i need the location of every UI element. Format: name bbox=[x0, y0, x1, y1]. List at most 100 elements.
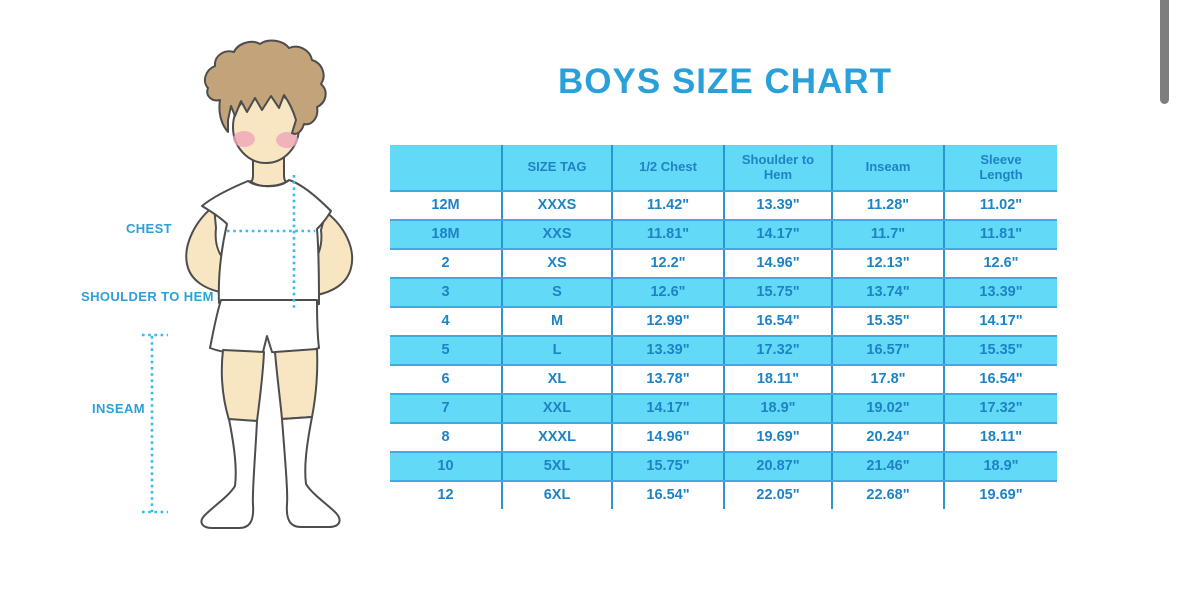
table-row: 12 6XL 16.54" 22.05" 22.68" 19.69" bbox=[390, 480, 1057, 509]
table-cell: XXXS bbox=[503, 192, 613, 219]
table-cell: 10 bbox=[390, 453, 503, 480]
shirt bbox=[201, 179, 332, 311]
header-cell: Sleeve Length bbox=[945, 145, 1057, 190]
hair bbox=[203, 39, 327, 135]
table-cell: 19.69" bbox=[725, 424, 833, 451]
table-cell: XXL bbox=[503, 395, 613, 422]
table-cell: 14.17" bbox=[613, 395, 725, 422]
table-cell: 7 bbox=[390, 395, 503, 422]
table-cell: 13.39" bbox=[945, 279, 1057, 306]
table-cell: 15.75" bbox=[725, 279, 833, 306]
scrollbar-thumb[interactable] bbox=[1160, 0, 1169, 104]
table-cell: M bbox=[503, 308, 613, 335]
table-cell: XS bbox=[503, 250, 613, 277]
table-cell: 11.81" bbox=[613, 221, 725, 248]
table-cell: 5 bbox=[390, 337, 503, 364]
header-cell bbox=[390, 145, 503, 190]
table-cell: XXS bbox=[503, 221, 613, 248]
table-cell: L bbox=[503, 337, 613, 364]
table-cell: 12.6" bbox=[945, 250, 1057, 277]
table-cell: 16.54" bbox=[945, 366, 1057, 393]
collar bbox=[249, 180, 289, 188]
table-cell: 19.02" bbox=[833, 395, 945, 422]
table-cell: 5XL bbox=[503, 453, 613, 480]
blush-left bbox=[233, 131, 255, 147]
table-row: 7 XXL 14.17" 18.9" 19.02" 17.32" bbox=[390, 393, 1057, 422]
table-cell: 22.68" bbox=[833, 482, 945, 509]
table-cell: 14.96" bbox=[613, 424, 725, 451]
header-cell: Inseam bbox=[833, 145, 945, 190]
table-cell: 20.87" bbox=[725, 453, 833, 480]
table-row: 3 S 12.6" 15.75" 13.74" 13.39" bbox=[390, 277, 1057, 306]
table-cell: 12.13" bbox=[833, 250, 945, 277]
table-cell: 11.81" bbox=[945, 221, 1057, 248]
header-cell: Shoulder to Hem bbox=[725, 145, 833, 190]
table-cell: 2 bbox=[390, 250, 503, 277]
shorts bbox=[209, 299, 320, 355]
table-cell: 13.39" bbox=[613, 337, 725, 364]
table-cell: 13.39" bbox=[725, 192, 833, 219]
table-cell: 20.24" bbox=[833, 424, 945, 451]
table-row: 12M XXXS 11.42" 13.39" 11.28" 11.02" bbox=[390, 190, 1057, 219]
shoulder-to-hem-label: SHOULDER TO HEM bbox=[81, 289, 214, 304]
table-cell: 21.46" bbox=[833, 453, 945, 480]
table-cell: 15.35" bbox=[833, 308, 945, 335]
right-sock bbox=[281, 416, 341, 528]
table-cell: 14.17" bbox=[725, 221, 833, 248]
table-cell: 17.32" bbox=[945, 395, 1057, 422]
left-leg bbox=[220, 349, 265, 422]
table-cell: 18.11" bbox=[725, 366, 833, 393]
table-cell: 18.9" bbox=[725, 395, 833, 422]
header-cell: 1/2 Chest bbox=[613, 145, 725, 190]
table-cell: 3 bbox=[390, 279, 503, 306]
table-cell: 12.99" bbox=[613, 308, 725, 335]
right-leg bbox=[274, 348, 319, 420]
table-cell: 17.8" bbox=[833, 366, 945, 393]
table-cell: 11.42" bbox=[613, 192, 725, 219]
page-title: BOYS SIZE CHART bbox=[558, 62, 892, 101]
table-cell: 18M bbox=[390, 221, 503, 248]
table-cell: 22.05" bbox=[725, 482, 833, 509]
table-cell: S bbox=[503, 279, 613, 306]
chest-label: CHEST bbox=[125, 221, 172, 236]
table-cell: 6 bbox=[390, 366, 503, 393]
table-cell: 13.74" bbox=[833, 279, 945, 306]
table-row: 2 XS 12.2" 14.96" 12.13" 12.6" bbox=[390, 248, 1057, 277]
table-cell: 12 bbox=[390, 482, 503, 509]
table-row: 8 XXXL 14.96" 19.69" 20.24" 18.11" bbox=[390, 422, 1057, 451]
table-cell: 12M bbox=[390, 192, 503, 219]
table-row: 6 XL 13.78" 18.11" 17.8" 16.54" bbox=[390, 364, 1057, 393]
table-cell: XXXL bbox=[503, 424, 613, 451]
table-cell: 16.54" bbox=[613, 482, 725, 509]
table-cell: 18.9" bbox=[945, 453, 1057, 480]
table-cell: 6XL bbox=[503, 482, 613, 509]
table-cell: 14.17" bbox=[945, 308, 1057, 335]
table-cell: 15.35" bbox=[945, 337, 1057, 364]
table-cell: 11.7" bbox=[833, 221, 945, 248]
table-cell: XL bbox=[503, 366, 613, 393]
table-row: 18M XXS 11.81" 14.17" 11.7" 11.81" bbox=[390, 219, 1057, 248]
table-row: 5 L 13.39" 17.32" 16.57" 15.35" bbox=[390, 335, 1057, 364]
table-cell: 12.2" bbox=[613, 250, 725, 277]
table-cell: 18.11" bbox=[945, 424, 1057, 451]
left-sock bbox=[200, 418, 258, 529]
table-cell: 16.57" bbox=[833, 337, 945, 364]
table-cell: 14.96" bbox=[725, 250, 833, 277]
table-cell: 8 bbox=[390, 424, 503, 451]
table-cell: 15.75" bbox=[613, 453, 725, 480]
table-row: 10 5XL 15.75" 20.87" 21.46" 18.9" bbox=[390, 451, 1057, 480]
table-row: 4 M 12.99" 16.54" 15.35" 14.17" bbox=[390, 306, 1057, 335]
table-cell: 19.69" bbox=[945, 482, 1057, 509]
table-cell: 17.32" bbox=[725, 337, 833, 364]
blush-right bbox=[276, 132, 298, 148]
table-cell: 11.02" bbox=[945, 192, 1057, 219]
header-cell: SIZE TAG bbox=[503, 145, 613, 190]
table-cell: 11.28" bbox=[833, 192, 945, 219]
size-chart-table: SIZE TAG 1/2 Chest Shoulder to Hem Inseam Sl… bbox=[390, 145, 1057, 509]
inseam-label: INSEAM bbox=[92, 401, 145, 416]
boy-illustration bbox=[142, 39, 354, 529]
table-header-row: SIZE TAG 1/2 Chest Shoulder to Hem Inseam Sl… bbox=[390, 145, 1057, 190]
table-cell: 16.54" bbox=[725, 308, 833, 335]
table-cell: 12.6" bbox=[613, 279, 725, 306]
